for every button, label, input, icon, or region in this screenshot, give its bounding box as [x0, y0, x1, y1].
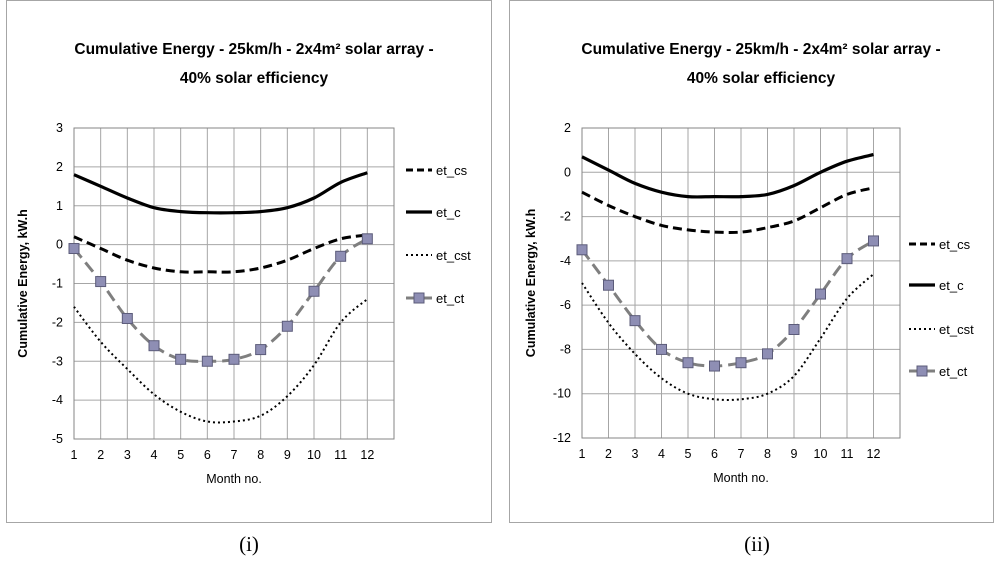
x-tick-label: 4 — [151, 448, 158, 462]
data-point-et_ct — [709, 360, 720, 372]
x-tick-label: 1 — [579, 447, 586, 461]
data-point-et_ct — [656, 343, 667, 355]
x-tick-label: 8 — [764, 447, 771, 461]
data-point-et_ct — [335, 250, 347, 262]
y-tick-label: -2 — [560, 210, 571, 224]
y-tick-label: -8 — [560, 342, 571, 356]
y-tick-label: -10 — [553, 387, 571, 401]
legend-label-et_cs: et_cs — [939, 237, 971, 252]
data-point-et_ct — [121, 312, 133, 324]
y-axis-label: Cumulative Energy, kW.h — [16, 209, 30, 357]
sub-caption-i: (i) — [239, 532, 259, 556]
y-tick-label: -5 — [52, 432, 63, 446]
legend-label-et_ct: et_ct — [436, 291, 465, 306]
series-line-et_c — [581, 153, 874, 199]
chart-panel-i: Cumulative Energy - 25km/h - 2x4m² solar… — [6, 0, 492, 523]
data-point-et_ct — [603, 279, 614, 291]
legend-label-et_c: et_c — [436, 205, 461, 220]
data-point-et_ct — [868, 235, 879, 247]
x-tick-label: 2 — [97, 448, 104, 462]
data-point-et_ct — [281, 320, 293, 332]
y-tick-label: -3 — [52, 354, 63, 368]
x-axis-label: Month no. — [206, 472, 262, 486]
data-point-et_ct — [762, 348, 773, 360]
chart-title-line: 40% solar efficiency — [687, 70, 836, 87]
data-point-et_ct — [629, 315, 641, 327]
x-tick-label: 6 — [711, 447, 718, 461]
y-tick-label: -4 — [52, 393, 63, 407]
data-point-et_ct — [841, 253, 853, 265]
legend-label-et_cst: et_cst — [939, 322, 974, 337]
data-point-et_ct — [228, 353, 240, 365]
x-tick-label: 10 — [814, 447, 828, 461]
y-tick-label: 2 — [564, 121, 571, 135]
x-tick-label: 10 — [307, 448, 321, 462]
x-tick-label: 3 — [124, 448, 131, 462]
y-axis-label: Cumulative Energy, kW.h — [524, 209, 538, 357]
series-line-et_cs — [581, 186, 874, 234]
plot-area — [73, 127, 395, 440]
data-point-et_ct — [361, 233, 373, 245]
x-tick-label: 5 — [177, 448, 184, 462]
y-tick-label: 1 — [56, 199, 63, 213]
data-point-et_ct — [576, 244, 588, 256]
chart-panel-ii: Cumulative Energy - 25km/h - 2x4m² solar… — [509, 0, 994, 523]
data-point-et_ct — [788, 324, 800, 335]
legend-marker-et_ct — [916, 365, 928, 377]
chart-ii-svg: Cumulative Energy - 25km/h - 2x4m² solar… — [524, 41, 974, 485]
series-line-et_c — [73, 171, 368, 215]
sub-caption-ii: (ii) — [744, 532, 770, 556]
x-tick-label: 12 — [360, 448, 374, 462]
x-tick-label: 12 — [867, 447, 881, 461]
y-tick-label: -6 — [560, 298, 571, 312]
legend-label-et_cs: et_cs — [436, 163, 468, 178]
y-tick-label: 3 — [56, 121, 63, 135]
x-tick-label: 2 — [605, 447, 612, 461]
x-tick-label: 11 — [334, 448, 347, 462]
x-tick-label: 7 — [231, 448, 238, 462]
x-tick-label: 1 — [71, 448, 78, 462]
data-point-et_ct — [68, 243, 80, 255]
chart-i-svg: Cumulative Energy - 25km/h - 2x4m² solar… — [16, 41, 471, 486]
series-line-et_cs — [73, 233, 368, 274]
data-point-et_ct — [148, 340, 160, 352]
chart-title-line: Cumulative Energy - 25km/h - 2x4m² solar… — [74, 41, 433, 58]
data-point-et_ct — [255, 344, 267, 356]
series-line-et_ct — [580, 239, 875, 368]
y-tick-label: -2 — [52, 315, 63, 329]
data-point-et_ct — [201, 355, 213, 367]
legend-label-et_ct: et_ct — [939, 364, 968, 379]
x-tick-label: 5 — [685, 447, 692, 461]
data-point-et_ct — [175, 353, 187, 365]
x-tick-label: 7 — [738, 447, 745, 461]
chart-title-line: 40% solar efficiency — [180, 70, 329, 87]
x-tick-label: 6 — [204, 448, 211, 462]
series-line-et_cst — [73, 298, 368, 424]
y-tick-label: -1 — [52, 277, 63, 291]
data-point-et_ct — [682, 357, 694, 369]
data-point-et_ct — [735, 357, 747, 369]
x-tick-label: 8 — [257, 448, 264, 462]
data-point-et_ct — [815, 288, 826, 300]
x-tick-label: 4 — [658, 447, 665, 461]
y-tick-label: 0 — [56, 238, 63, 252]
y-tick-label: 0 — [564, 165, 571, 179]
x-tick-label: 11 — [841, 447, 854, 461]
y-tick-label: 2 — [56, 160, 63, 174]
legend-label-et_cst: et_cst — [436, 248, 471, 263]
y-tick-label: -4 — [560, 254, 571, 268]
series-line-et_cst — [581, 273, 875, 401]
chart-title-line: Cumulative Energy - 25km/h - 2x4m² solar… — [581, 41, 940, 58]
data-point-et_ct — [95, 276, 107, 288]
x-tick-label: 3 — [632, 447, 639, 461]
x-tick-label: 9 — [284, 448, 291, 462]
x-axis-label: Month no. — [713, 471, 769, 485]
legend-label-et_c: et_c — [939, 278, 964, 293]
y-tick-label: -12 — [553, 431, 571, 445]
x-tick-label: 9 — [791, 447, 798, 461]
legend-marker-et_ct — [413, 292, 425, 304]
data-point-et_ct — [308, 285, 320, 297]
